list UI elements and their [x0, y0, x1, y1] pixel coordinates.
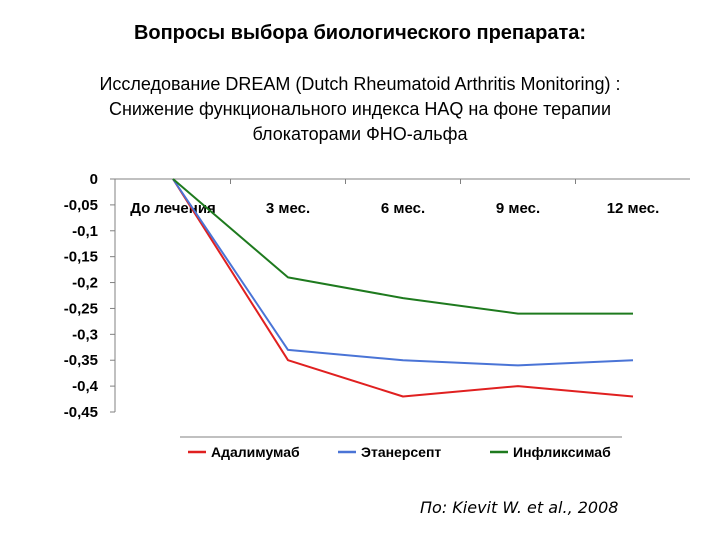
- subtitle-line: блокаторами ФНО-альфа: [252, 124, 468, 144]
- source-citation: По: Kievit W. et al., 2008: [420, 498, 619, 517]
- chart-subtitle: Исследование DREAM (Dutch Rheumatoid Art…: [40, 72, 680, 147]
- legend-label: Инфликсимаб: [513, 444, 611, 460]
- x-tick-label: 6 мес.: [381, 200, 425, 217]
- x-tick-label: 3 мес.: [266, 200, 310, 217]
- y-tick-label: -0,2: [72, 275, 98, 292]
- y-tick-label: -0,1: [72, 223, 98, 240]
- legend-label: Адалимумаб: [211, 444, 300, 460]
- legend-label: Этанерсепт: [361, 444, 441, 460]
- y-tick-label: -0,3: [72, 326, 98, 343]
- series-line: [172, 178, 634, 367]
- y-tick-label: -0,35: [64, 352, 98, 369]
- y-tick-label: 0: [90, 171, 98, 188]
- page-title: Вопросы выбора биологического препарата:: [133, 22, 587, 44]
- y-tick-label: -0,4: [72, 378, 99, 395]
- subtitle-line: Исследование DREAM (Dutch Rheumatoid Art…: [99, 74, 621, 94]
- y-tick-label: -0,25: [64, 300, 98, 317]
- x-tick-label: До лечения: [130, 200, 216, 217]
- subtitle-line: Снижение функционального индекса HAQ на …: [108, 99, 612, 119]
- y-tick-label: -0,05: [64, 197, 98, 214]
- y-tick-label: -0,15: [64, 249, 98, 266]
- x-tick-label: 9 мес.: [496, 200, 540, 217]
- x-tick-label: 12 мес.: [607, 200, 660, 217]
- series-line: [172, 178, 633, 315]
- series-line: [172, 178, 634, 398]
- y-tick-label: -0,45: [64, 404, 98, 421]
